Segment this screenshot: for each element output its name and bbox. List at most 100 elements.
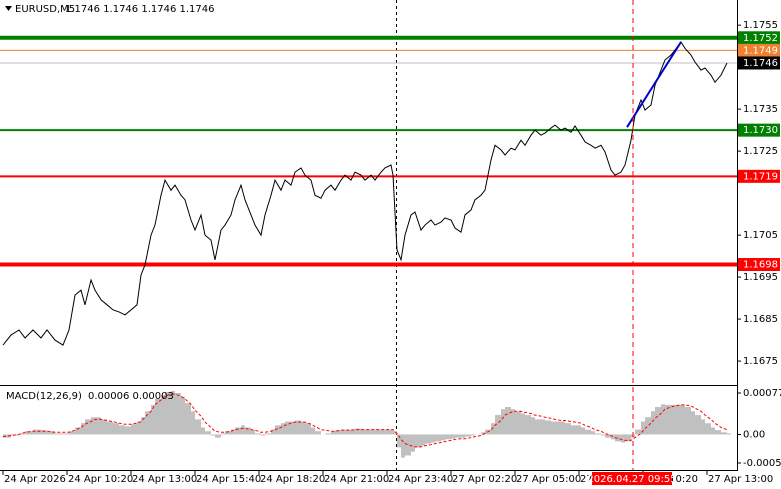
macd-bar [711,427,715,435]
macd-bar [281,423,285,435]
macd-bar [675,404,681,435]
y-tick-label: 0.00 [743,429,765,440]
macd-bar [445,434,451,440]
macd-bar [101,419,107,435]
macd-bar [201,427,205,435]
macd-bar [571,425,575,435]
macd-bar [251,430,255,435]
macd-bar [695,415,701,435]
macd-bar [621,434,625,443]
macd-bar [365,429,371,435]
macd-bar [535,419,541,435]
macd-bar [491,423,495,435]
level-label-box [738,169,780,183]
symbol: EURUSD,M5 [15,4,75,15]
x-tick-label: 27 Apr 13:00 [708,474,773,485]
macd-bar [47,431,55,435]
macd-bar [521,413,525,435]
macd-bar [341,429,345,435]
level-label-box [738,56,780,70]
y-tick-label: 1.1685 [743,314,778,325]
macd-bar [581,427,585,435]
macd-bar [397,434,401,448]
macd-bar [301,421,305,435]
macd-bar [451,434,455,439]
price-line [2,41,728,346]
macd-bar [315,431,321,435]
macd-bar [655,407,661,435]
macd-bar [331,431,335,435]
x-tick-label: 24 Apr 15:40 [196,474,261,485]
y-tick-label: 1.1735 [743,104,778,115]
macd-bar [137,421,141,435]
macd-bar [141,417,145,435]
x-tick-label: 24 Apr 13:00 [132,474,197,485]
macd-bar [665,404,671,435]
macd-bar [415,434,421,448]
macd-bar [185,403,191,435]
y-tick-label: 1.1755 [743,20,778,31]
x-tick-label: 24 Apr 18:20 [260,474,325,485]
macd-bar [91,417,95,435]
macd-bar [635,429,641,435]
level-label-box [738,31,780,45]
macd-bar [541,419,545,435]
macd-bar [425,434,431,444]
macd-bar [55,433,63,435]
macd-bar [75,427,81,435]
ohlc-readout: 1.1746 1.1746 1.1746 1.1746 [65,4,215,15]
macd-bar [285,421,291,435]
macd-bar [155,398,161,435]
macd-bar [205,431,211,435]
macd-bar [435,434,441,442]
macd-bar [595,433,601,435]
x-tick-label: 24 Apr 10:20 [68,474,133,485]
macd-bar [145,411,151,435]
macd-bar [625,434,631,442]
macd-bar [465,434,471,437]
macd-bar [681,404,685,435]
macd-bar [195,419,201,435]
macd-bar [245,427,251,435]
macd-bar [125,426,131,435]
macd-bar [515,411,521,435]
macd-bar [691,411,695,435]
x-tick-label: 27 Apr 05:00 [516,474,581,485]
macd-bar [107,421,113,435]
macd-bar [361,429,365,435]
macd-bar [181,396,185,435]
macd-bar [175,393,181,435]
macd-bar [727,433,731,435]
y-tick-label: 1.1675 [743,356,778,367]
macd-bar [211,434,215,436]
macd-bar [645,417,651,435]
macd-bar [565,423,571,435]
macd-bar [715,430,721,435]
macd-bar [345,429,351,435]
x-tick-label: 24 Apr 23:40 [388,474,453,485]
macd-bar [585,429,591,435]
plot-layer [0,35,737,458]
macd-bar [19,433,25,435]
level-label: 1.1698 [743,260,778,271]
macd-bar [551,421,555,435]
macd-bar [119,425,125,435]
macd-bar [461,434,465,438]
macd-bar [601,434,605,436]
macd-bar [431,434,435,443]
macd-bar [81,423,85,435]
macd-bar [215,434,221,438]
macd-bar [311,427,315,435]
macd-bar [241,425,245,435]
macd-bar [545,420,551,435]
cursor-label: 2026.04.27 09:55 [587,474,676,485]
macd-bar [235,427,241,435]
level-label-box [738,43,780,57]
macd-bar [191,411,195,435]
macd-bar [355,428,361,435]
level-label-box [738,123,780,137]
macd-bar [531,417,535,435]
macd-bar [265,433,271,435]
